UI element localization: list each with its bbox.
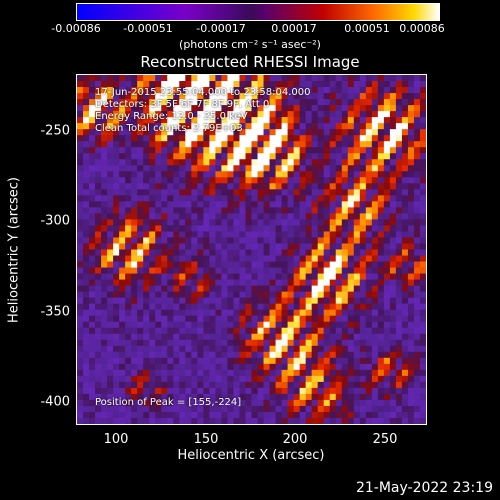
detectors-annotation: Detectors: 3F 5F 6F 7F 8F 9F, Att 0 [95, 99, 270, 110]
y-tick: -300 [40, 213, 70, 229]
x-tick: 200 [282, 432, 308, 447]
colorbar-tick: 0.00086 [399, 22, 445, 35]
image-title: Reconstructed RHESSI Image [140, 53, 360, 71]
heatmap-image [77, 75, 426, 424]
y-tick: -350 [40, 304, 70, 320]
time-annotation: 17-Jun-2015 23:55:04.000 to 23:58:04.000 [95, 87, 311, 98]
colorbar-tick: 0.00051 [344, 22, 390, 35]
clean-annotation: Clean Total counts: 2.79E+03 [95, 123, 243, 134]
y-axis-label: Heliocentric Y (arcsec) [6, 177, 22, 323]
x-tick: 250 [372, 432, 398, 447]
peak-annotation: Position of Peak = [155,-224] [95, 397, 242, 408]
colorbar-tick: 0.00017 [271, 22, 317, 35]
energy-annotation: Energy Range: 12.0 - 25.0 keV [95, 111, 248, 122]
colorbar-unit: (photons cm⁻² s⁻¹ asec⁻²) [179, 38, 321, 51]
y-tick: -250 [40, 123, 70, 139]
colorbar [76, 3, 440, 21]
x-tick: 100 [103, 432, 129, 447]
solar-image: 17-Jun-2015 23:55:04.000 to 23:58:04.000… [76, 74, 427, 425]
colorbar-tick: -0.00051 [123, 22, 173, 35]
y-tick: -400 [40, 394, 70, 410]
x-tick: 150 [193, 432, 219, 447]
colorbar-tick: -0.00086 [51, 22, 101, 35]
colorbar-tick: -0.00017 [196, 22, 246, 35]
footer-timestamp: 21-May-2022 23:19 [355, 480, 493, 496]
x-axis-label: Heliocentric X (arcsec) [177, 448, 325, 463]
